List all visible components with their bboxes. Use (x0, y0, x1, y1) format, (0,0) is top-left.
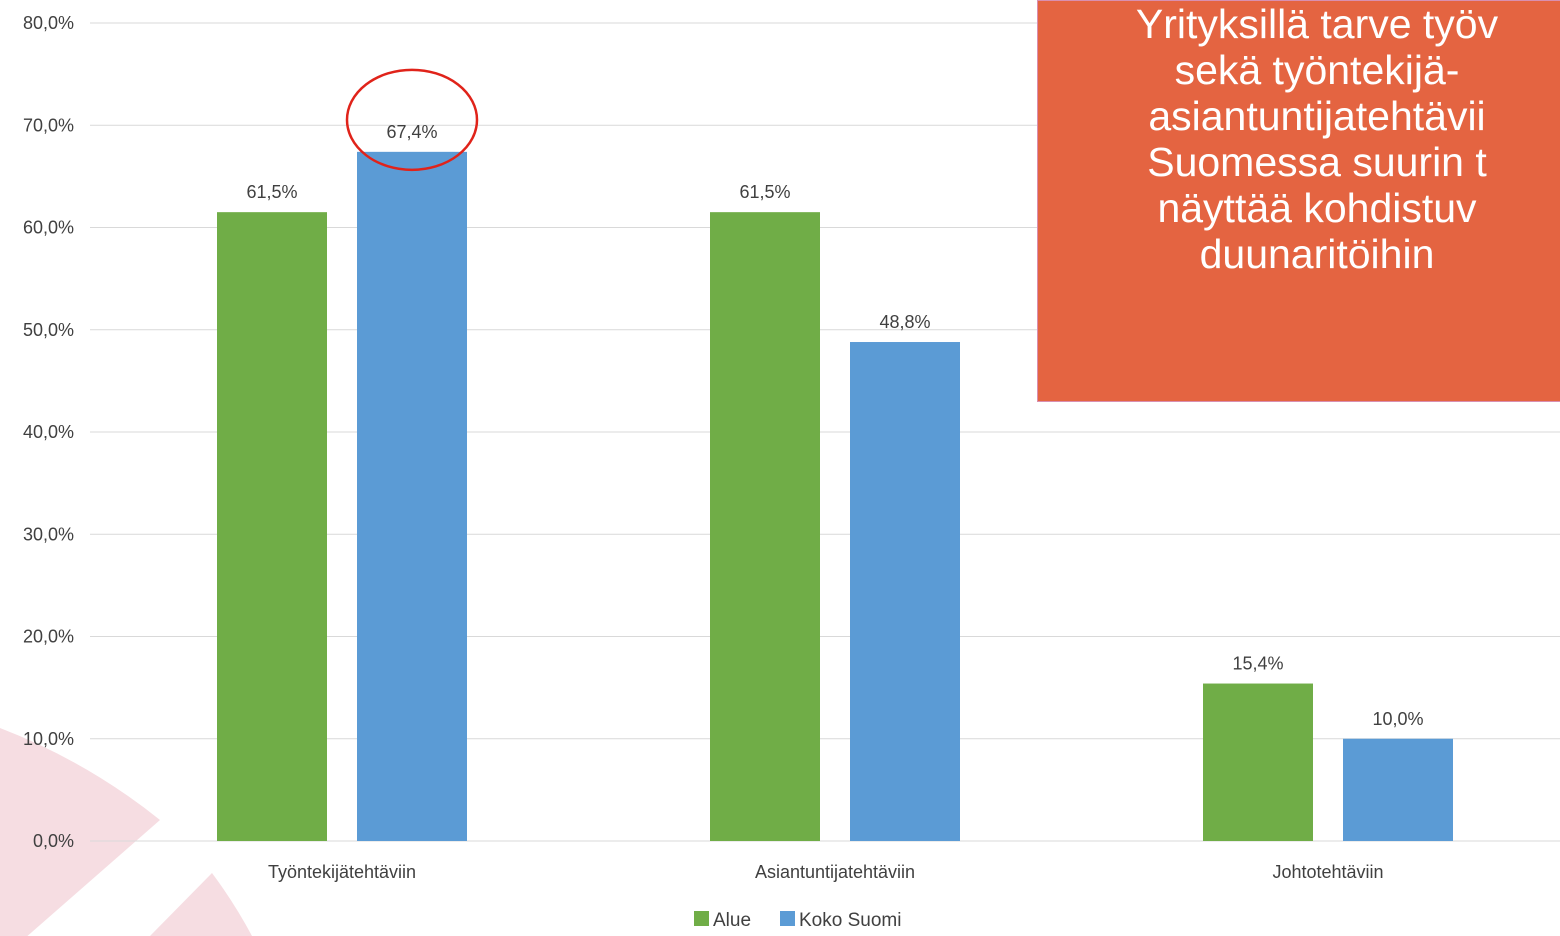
y-tick-label: 20,0% (23, 627, 74, 647)
y-tick-label: 10,0% (23, 729, 74, 749)
highlight-annotation (345, 68, 479, 172)
callout-line: näyttää kohdistuv (1157, 185, 1477, 231)
callout-box: Yrityksillä tarve työv sekä työntekijä- … (1037, 0, 1560, 402)
y-tick-label: 30,0% (23, 524, 74, 544)
decor-arc-lower (150, 873, 252, 936)
bar (710, 212, 820, 842)
bars (217, 151, 1453, 842)
bar (850, 342, 960, 841)
legend: Alue Koko Suomi (694, 910, 901, 931)
decor-arc-upper (0, 728, 160, 936)
legend-label: Koko Suomi (799, 910, 901, 931)
highlight-ellipse (345, 68, 479, 172)
category-label: Johtotehtäviin (1272, 862, 1383, 882)
bar (1343, 738, 1453, 841)
data-label: 15,4% (1232, 654, 1283, 674)
y-tick-label: 70,0% (23, 115, 74, 135)
bar (1203, 683, 1313, 841)
category-labels: Työntekijätehtäviin Asiantuntijatehtäviin… (268, 862, 1384, 882)
data-label: 10,0% (1372, 709, 1423, 729)
y-tick-label: 40,0% (23, 422, 74, 442)
data-label: 48,8% (879, 312, 930, 332)
callout-line: sekä työntekijä- (1174, 47, 1460, 93)
background-decoration (0, 728, 252, 936)
legend-label: Alue (713, 910, 751, 931)
callout-line: duunaritöihin (1199, 231, 1435, 277)
y-tick-label: 50,0% (23, 320, 74, 340)
callout-line: Yrityksillä tarve työv (1135, 1, 1499, 47)
data-labels: 61,5% 67,4% 61,5% 48,8% 15,4% 10,0% (246, 122, 1423, 729)
data-label: 67,4% (386, 122, 437, 142)
callout-line: Suomessa suurin t (1147, 139, 1487, 185)
y-tick-label: 80,0% (23, 13, 74, 33)
bar (357, 151, 467, 841)
bar (217, 212, 327, 842)
data-label: 61,5% (739, 182, 790, 202)
y-tick-label: 60,0% (23, 218, 74, 238)
legend-swatch (694, 911, 709, 926)
legend-swatch (780, 911, 795, 926)
data-label: 61,5% (246, 182, 297, 202)
category-label: Asiantuntijatehtäviin (755, 862, 915, 882)
y-axis-ticks: 0,0% 10,0% 20,0% 30,0% 40,0% 50,0% 60,0% 70,0% 8… (23, 13, 74, 851)
callout-line: asiantuntijatehtävii (1148, 93, 1486, 139)
category-label: Työntekijätehtäviin (268, 862, 416, 882)
y-tick-label: 0,0% (33, 831, 74, 851)
